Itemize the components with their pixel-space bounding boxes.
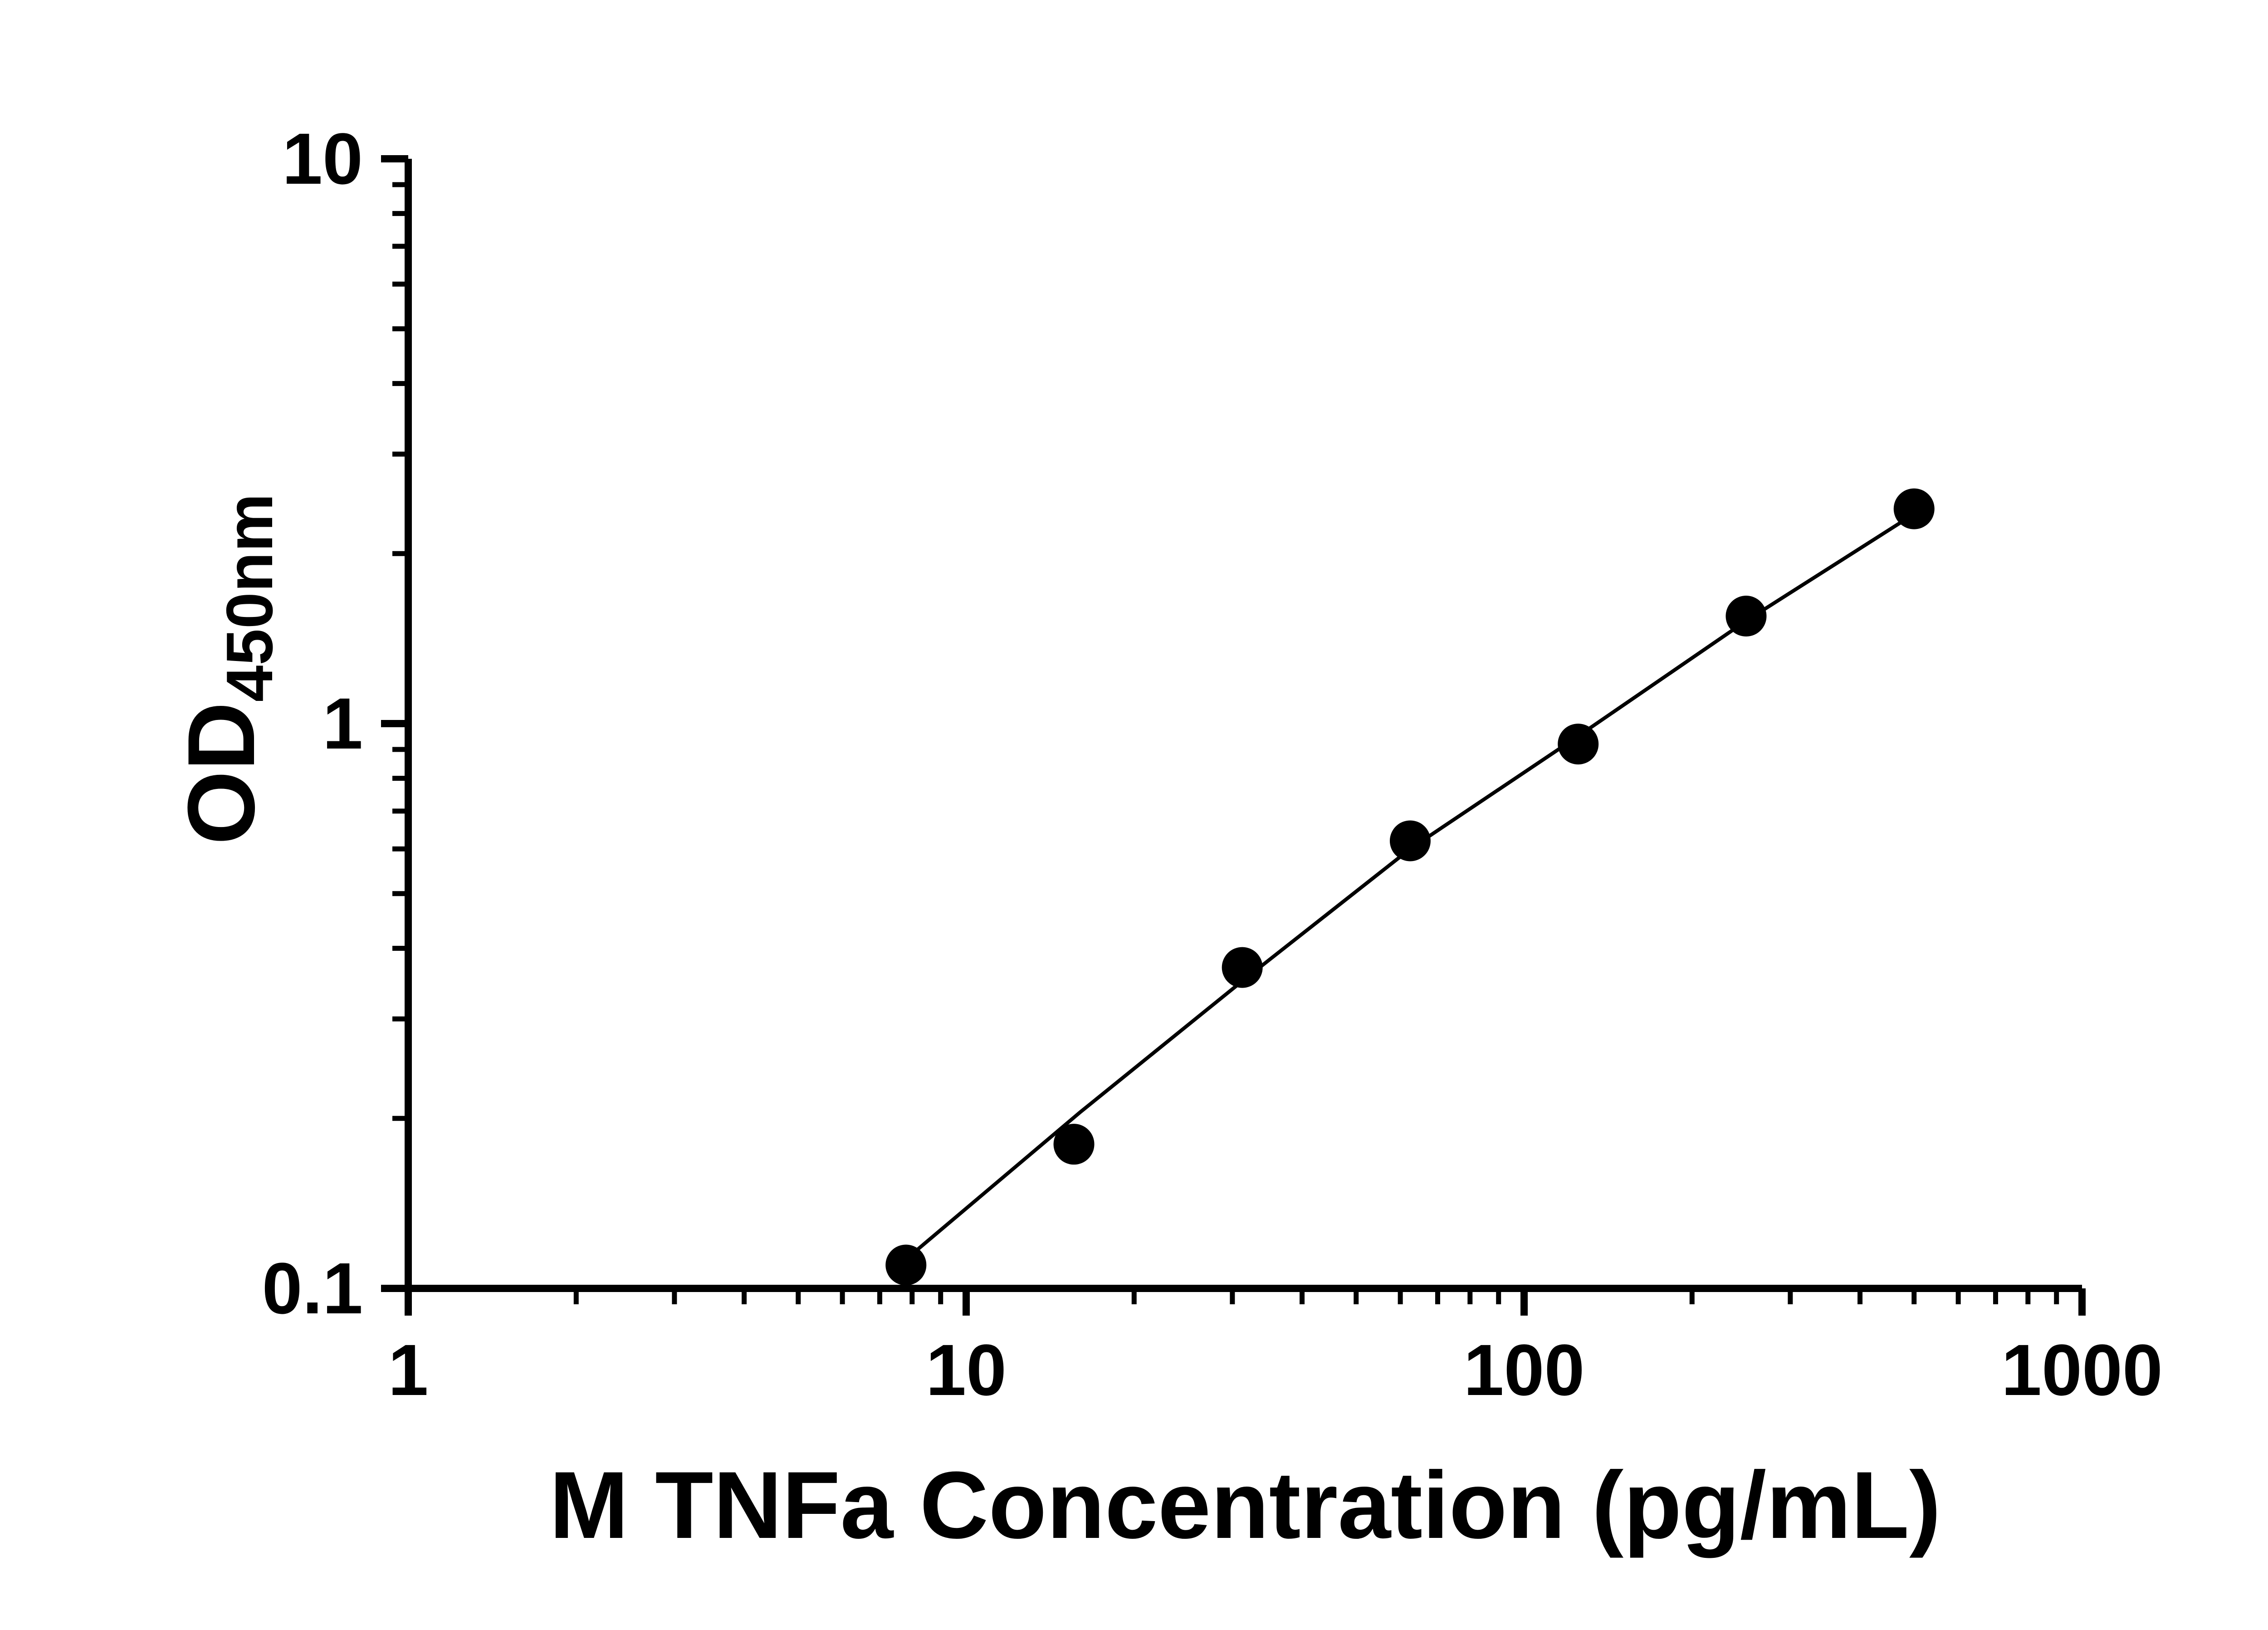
- x-tick-label: 1000: [2001, 1329, 2163, 1410]
- data-points-layer: [885, 488, 1935, 1286]
- data-point: [1725, 596, 1767, 637]
- x-axis-title: M TNFa Concentration (pg/mL): [549, 1452, 1941, 1558]
- data-point: [1558, 724, 1599, 765]
- y-axis-title: OD450nm: [168, 494, 286, 845]
- x-tick-label: 10: [926, 1329, 1007, 1410]
- y-tick-label: 1: [323, 683, 363, 764]
- axes: 1 10 100 1000 0.1 1 10: [262, 118, 2163, 1410]
- data-point: [1222, 947, 1263, 988]
- x-tick-label: 100: [1464, 1329, 1585, 1410]
- y-axis-title-subscript: 450nm: [213, 494, 286, 702]
- x-tick-label: 1: [388, 1329, 429, 1410]
- data-point: [1389, 820, 1431, 862]
- data-point: [1053, 1124, 1095, 1165]
- y-tick-label: 0.1: [262, 1248, 363, 1329]
- y-tick-label: 10: [282, 118, 363, 199]
- data-point: [885, 1244, 927, 1286]
- y-axis-title-main: OD: [168, 702, 274, 845]
- data-point: [1893, 488, 1935, 529]
